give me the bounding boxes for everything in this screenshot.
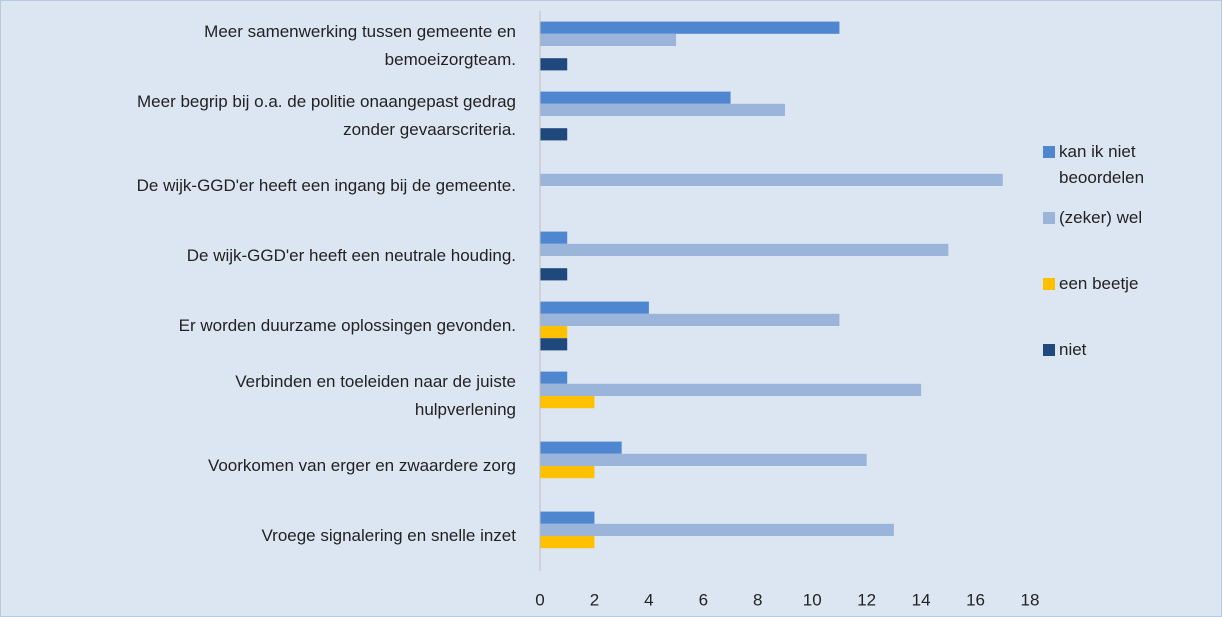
x-tick-label: 12 xyxy=(857,590,876,609)
bar xyxy=(540,536,595,549)
bar xyxy=(540,441,622,454)
bar xyxy=(540,128,568,141)
x-tick-label: 16 xyxy=(966,590,985,609)
y-tick-label: Meer begrip bij o.a. de politie onaangep… xyxy=(137,92,516,139)
legend-item: (zeker) wel xyxy=(1043,205,1199,231)
legend-swatch xyxy=(1043,278,1055,290)
x-tick-label: 6 xyxy=(699,590,708,609)
bar xyxy=(540,383,922,396)
x-tick-label: 10 xyxy=(803,590,822,609)
x-tick-label: 14 xyxy=(912,590,931,609)
x-tick-label: 0 xyxy=(535,590,544,609)
y-tick-label: Voorkomen van erger en zwaardere zorg xyxy=(207,456,516,475)
legend-label: een beetje xyxy=(1059,274,1139,293)
x-tick-label: 4 xyxy=(644,590,653,609)
legend-label: kan ik niet beoordelen xyxy=(1059,142,1145,187)
bar xyxy=(540,301,649,314)
legend-label: (zeker) wel xyxy=(1059,208,1143,227)
y-tick-label: Meer samenwerking tussen gemeente en bem… xyxy=(204,22,516,69)
legend-swatch xyxy=(1043,344,1055,356)
legend-swatch xyxy=(1043,146,1055,158)
bar xyxy=(540,173,1003,186)
bar xyxy=(540,103,785,116)
bar xyxy=(540,466,595,479)
bar xyxy=(540,453,867,466)
bar xyxy=(540,326,568,339)
bar xyxy=(540,338,568,351)
x-tick-label: 2 xyxy=(590,590,599,609)
y-tick-label: Er worden duurzame oplossingen gevonden. xyxy=(178,316,516,335)
legend-swatch xyxy=(1043,212,1055,224)
bar xyxy=(540,91,731,104)
bar xyxy=(540,243,949,256)
y-tick-label: De wijk-GGD'er heeft een neutrale houdin… xyxy=(186,246,516,265)
legend-item: kan ik niet beoordelen xyxy=(1043,139,1199,191)
bar xyxy=(540,511,595,524)
legend-item: niet xyxy=(1043,337,1199,363)
x-tick-label: 8 xyxy=(753,590,762,609)
bar xyxy=(540,21,840,34)
bar xyxy=(540,313,840,326)
bar xyxy=(540,33,677,46)
bar xyxy=(540,396,595,409)
y-tick-label: De wijk-GGD'er heeft een ingang bij de g… xyxy=(136,176,516,195)
bar xyxy=(540,371,568,384)
bar xyxy=(540,58,568,71)
y-tick-label: Vroege signalering en snelle inzet xyxy=(261,526,516,545)
x-tick-label: 18 xyxy=(1021,590,1040,609)
legend-label: niet xyxy=(1059,340,1087,359)
legend-item: een beetje xyxy=(1043,271,1199,297)
bar xyxy=(540,523,894,536)
bar xyxy=(540,268,568,281)
y-tick-label: Verbinden en toeleiden naar de juiste hu… xyxy=(235,372,516,419)
bar xyxy=(540,231,568,244)
